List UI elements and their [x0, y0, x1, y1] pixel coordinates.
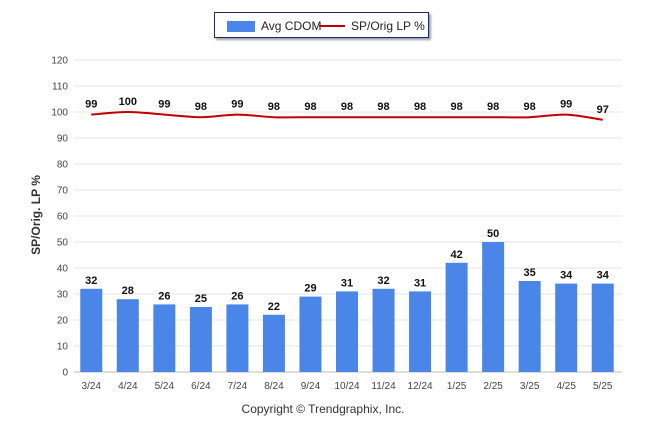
bar-data-label: 28 [122, 285, 134, 297]
bar-data-label: 29 [304, 283, 316, 295]
bar-avg-cdom [336, 291, 358, 372]
x-tick-label: 1/25 [447, 381, 467, 392]
x-tick-label: 8/24 [264, 381, 284, 392]
bar-avg-cdom [518, 281, 541, 372]
x-tick-label: 3/24 [82, 381, 102, 392]
y-tick-label: 50 [57, 238, 69, 249]
bar-avg-cdom [189, 307, 212, 372]
y-tick-label: 0 [62, 368, 68, 379]
bar-data-label: 34 [560, 270, 573, 282]
x-tick-label: 2/25 [483, 381, 503, 392]
line-data-label: 98 [268, 101, 280, 113]
x-tick-label: 5/25 [593, 381, 613, 392]
bar-avg-cdom [116, 299, 139, 372]
bar-avg-cdom [482, 242, 505, 372]
bar-data-label: 32 [85, 275, 97, 287]
line-sp-orig-lp [91, 110, 603, 121]
bar-data-label: 31 [414, 277, 426, 289]
y-tick-label: 90 [57, 134, 69, 145]
y-tick-label: 60 [57, 212, 69, 223]
line-data-label: 98 [195, 101, 207, 113]
y-tick-label: 40 [57, 264, 69, 275]
legend-item-avg-cdom[interactable]: Avg CDOM [227, 18, 321, 34]
bar-avg-cdom [372, 288, 395, 372]
line-data-label: 97 [597, 104, 609, 116]
line-data-label: 98 [341, 101, 353, 113]
line-data-label: 99 [158, 99, 170, 111]
line-data-label: 98 [450, 101, 462, 113]
line-data-label: 98 [524, 101, 536, 113]
x-tick-label: 3/25 [520, 381, 540, 392]
bar-data-label: 26 [158, 290, 170, 302]
y-tick-label: 30 [57, 290, 69, 301]
bar-avg-cdom [262, 314, 285, 372]
x-tick-label: 12/24 [408, 381, 433, 392]
bar-data-label: 50 [487, 228, 499, 240]
line-data-label: 99 [560, 99, 572, 111]
legend-label-sp-orig-lp: SP/Orig LP % [351, 19, 425, 33]
bar-avg-cdom [445, 262, 468, 372]
y-tick-label: 20 [57, 316, 69, 327]
line-data-label: 98 [377, 101, 389, 113]
copyright-footer: Copyright © Trendgraphix, Inc. [241, 402, 405, 416]
line-data-label: 99 [231, 99, 243, 111]
legend-label-avg-cdom: Avg CDOM [261, 19, 322, 33]
bar-avg-cdom [153, 304, 176, 372]
bar-data-label: 31 [341, 277, 353, 289]
y-tick-label: 120 [51, 56, 68, 67]
bar-avg-cdom [299, 296, 322, 372]
y-tick-label: 10 [57, 342, 69, 353]
x-tick-label: 10/24 [334, 381, 359, 392]
bar-data-label: 22 [268, 301, 280, 313]
bar-data-label: 26 [231, 290, 243, 302]
y-tick-label: 70 [57, 186, 69, 197]
bar-data-label: 32 [377, 275, 389, 287]
x-tick-label: 5/24 [155, 381, 175, 392]
bar-avg-cdom [555, 283, 578, 372]
line-data-label: 98 [304, 101, 316, 113]
bar-avg-cdom [409, 291, 432, 372]
y-tick-label: 110 [52, 82, 68, 93]
y-tick-label: 100 [51, 108, 68, 119]
bar-avg-cdom [80, 288, 103, 372]
legend-line-swatch [319, 25, 345, 27]
legend-bar-swatch [227, 20, 255, 32]
legend: Avg CDOM SP/Orig LP % [214, 12, 429, 38]
x-tick-label: 6/24 [191, 381, 211, 392]
x-tick-label: 9/24 [301, 381, 321, 392]
x-tick-label: 7/24 [228, 381, 248, 392]
line-data-label: 98 [487, 101, 499, 113]
line-data-label: 100 [119, 96, 137, 108]
bar-data-label: 34 [597, 270, 610, 282]
y-tick-label: 80 [57, 160, 69, 171]
bar-avg-cdom [591, 283, 614, 372]
bar-data-label: 42 [450, 249, 462, 261]
line-data-label: 98 [414, 101, 426, 113]
bar-data-label: 35 [524, 267, 536, 279]
x-tick-label: 11/24 [371, 381, 396, 392]
x-tick-label: 4/25 [556, 381, 576, 392]
x-tick-label: 4/24 [118, 381, 138, 392]
legend-item-sp-orig-lp[interactable]: SP/Orig LP % [319, 18, 425, 34]
bar-avg-cdom [226, 304, 249, 372]
bar-data-label: 25 [195, 293, 207, 305]
line-data-label: 99 [85, 99, 97, 111]
